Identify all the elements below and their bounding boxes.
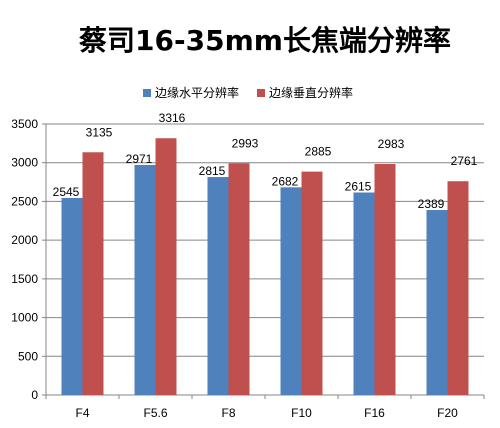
y-tick-label: 1000: [11, 311, 38, 325]
x-tick-label: F20: [437, 406, 458, 420]
data-label: 2615: [345, 180, 372, 194]
axes: 0 500 1000 1500 2000 2500 3000 3500 F4 F5.6 F8 F10 F…: [11, 117, 485, 420]
legend-label: 边缘水平分辨率: [155, 85, 239, 100]
legend-swatch: [257, 89, 265, 97]
y-tick-label: 3500: [11, 117, 38, 131]
data-label: 2389: [418, 197, 445, 211]
data-label: 2971: [126, 152, 153, 166]
x-tick-label: F4: [75, 406, 89, 420]
y-tick-label: 1500: [11, 272, 38, 286]
bar-horizontal-F16: [353, 192, 375, 395]
bar-vertical-F16: [374, 164, 396, 395]
bar-vertical-F10: [301, 171, 323, 395]
bar-horizontal-F4: [61, 197, 83, 395]
data-label: 2993: [232, 136, 259, 150]
y-tick-label: 0: [31, 388, 38, 402]
bar-vertical-F20: [447, 181, 469, 395]
x-tick-label: F5.6: [143, 406, 167, 420]
data-label: 2545: [53, 185, 80, 199]
bars: [61, 138, 469, 395]
chart-title: 蔡司16-35mm长焦端分辨率: [79, 24, 451, 57]
x-tick-label: F16: [364, 406, 385, 420]
bar-vertical-F8: [228, 163, 250, 395]
data-label: 3135: [86, 125, 113, 139]
data-labels: 2545 3135 2971 3316 2815 2993 2682 2885 2615 2983…: [53, 111, 478, 211]
legend: 边缘水平分辨率 边缘垂直分辨率: [143, 85, 353, 100]
gridlines: [46, 123, 484, 357]
data-label: 2983: [378, 137, 405, 151]
legend-label: 边缘垂直分辨率: [269, 85, 353, 100]
x-tick-label: F10: [291, 406, 312, 420]
bar-vertical-F4: [82, 152, 104, 395]
data-label: 2682: [272, 174, 299, 188]
bar-vertical-F5.6: [155, 138, 177, 395]
data-label: 2761: [451, 154, 478, 168]
x-tick-label: F8: [221, 406, 235, 420]
y-tick-label: 2500: [11, 194, 38, 208]
data-label: 3316: [159, 111, 186, 125]
bar-horizontal-F10: [280, 187, 302, 395]
bar-horizontal-F8: [207, 177, 229, 395]
y-tick-label: 2000: [11, 233, 38, 247]
bar-horizontal-F5.6: [134, 164, 156, 395]
data-label: 2815: [199, 164, 226, 178]
y-tick-label: 500: [18, 349, 38, 363]
bar-horizontal-F20: [426, 210, 448, 395]
y-tick-label: 3000: [11, 156, 38, 170]
legend-swatch: [143, 89, 151, 97]
data-label: 2885: [305, 145, 332, 159]
